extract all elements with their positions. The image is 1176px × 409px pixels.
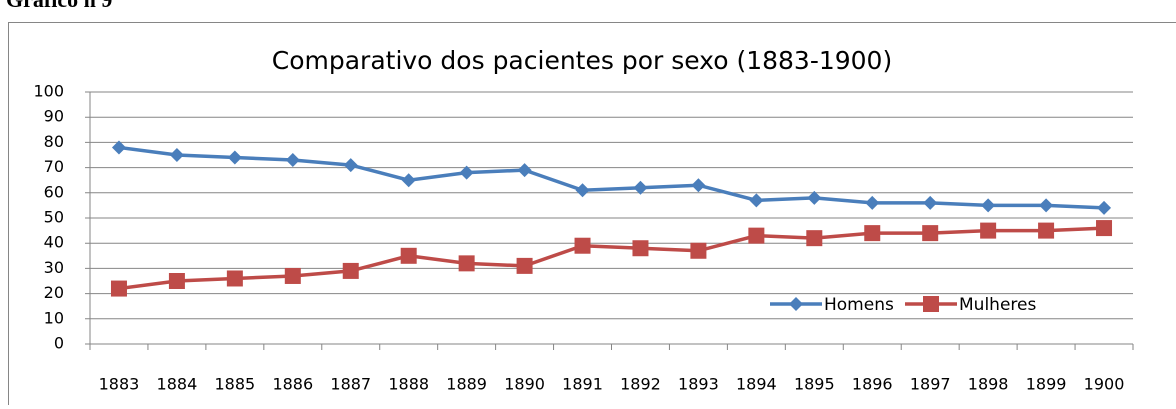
y-tick-label: 80 bbox=[44, 132, 64, 151]
x-tick-label: 1895 bbox=[794, 375, 835, 394]
y-tick-label: 100 bbox=[33, 82, 64, 101]
x-tick-label: 1886 bbox=[272, 375, 313, 394]
data-point bbox=[518, 163, 532, 177]
header-title: Gráfico n 9 bbox=[6, 0, 112, 12]
legend-label: Homens bbox=[824, 295, 894, 315]
data-point bbox=[981, 198, 995, 212]
x-tick-label: 1897 bbox=[910, 375, 951, 394]
data-point bbox=[690, 243, 706, 259]
x-tick-label: 1896 bbox=[852, 375, 893, 394]
data-point bbox=[401, 248, 417, 264]
x-tick-label: 1890 bbox=[504, 375, 545, 394]
x-tick-label: 1888 bbox=[388, 375, 429, 394]
x-tick-label: 1891 bbox=[562, 375, 603, 394]
data-point bbox=[1097, 201, 1111, 215]
y-tick-label: 70 bbox=[44, 157, 64, 176]
data-point bbox=[1038, 223, 1054, 239]
y-tick-label: 0 bbox=[54, 334, 64, 353]
data-point bbox=[691, 178, 705, 192]
y-tick-label: 20 bbox=[44, 283, 64, 302]
legend-marker bbox=[923, 296, 939, 312]
x-tick-label: 1884 bbox=[157, 375, 198, 394]
data-point bbox=[170, 148, 184, 162]
legend-marker bbox=[789, 297, 803, 311]
y-tick-label: 60 bbox=[44, 182, 64, 201]
data-point bbox=[576, 183, 590, 197]
data-point bbox=[806, 230, 822, 246]
x-tick-label: 1894 bbox=[736, 375, 777, 394]
data-point bbox=[1039, 198, 1053, 212]
y-tick-label: 30 bbox=[44, 258, 64, 277]
x-tick-label: 1885 bbox=[215, 375, 256, 394]
y-tick-label: 40 bbox=[44, 233, 64, 252]
data-point bbox=[980, 223, 996, 239]
data-point bbox=[1096, 220, 1112, 236]
series-line bbox=[119, 228, 1104, 288]
series-line bbox=[119, 147, 1104, 207]
data-point bbox=[286, 153, 300, 167]
x-tick-label: 1893 bbox=[678, 375, 719, 394]
data-point bbox=[923, 196, 937, 210]
data-point bbox=[343, 263, 359, 279]
x-tick-label: 1887 bbox=[330, 375, 371, 394]
data-point bbox=[632, 240, 648, 256]
chart-border bbox=[9, 23, 1176, 406]
data-point bbox=[575, 238, 591, 254]
x-tick-label: 1899 bbox=[1026, 375, 1067, 394]
data-point bbox=[459, 255, 475, 271]
chart-title: Comparativo dos pacientes por sexo (1883… bbox=[272, 46, 892, 75]
x-tick-label: 1883 bbox=[99, 375, 140, 394]
data-point bbox=[402, 173, 416, 187]
data-point bbox=[748, 228, 764, 244]
legend-label: Mulheres bbox=[959, 295, 1036, 315]
data-point bbox=[228, 151, 242, 165]
data-point bbox=[111, 281, 127, 297]
x-tick-label: 1900 bbox=[1084, 375, 1125, 394]
data-point bbox=[749, 193, 763, 207]
data-point bbox=[227, 270, 243, 286]
data-point bbox=[344, 158, 358, 172]
y-tick-label: 90 bbox=[44, 107, 64, 126]
data-point bbox=[865, 196, 879, 210]
data-point bbox=[285, 268, 301, 284]
data-point bbox=[517, 258, 533, 274]
y-tick-label: 50 bbox=[44, 208, 64, 227]
x-tick-label: 1892 bbox=[620, 375, 661, 394]
data-point bbox=[169, 273, 185, 289]
data-point bbox=[922, 225, 938, 241]
data-point bbox=[864, 225, 880, 241]
x-tick-label: 1889 bbox=[446, 375, 487, 394]
x-tick-label: 1898 bbox=[968, 375, 1009, 394]
y-tick-label: 10 bbox=[44, 308, 64, 327]
